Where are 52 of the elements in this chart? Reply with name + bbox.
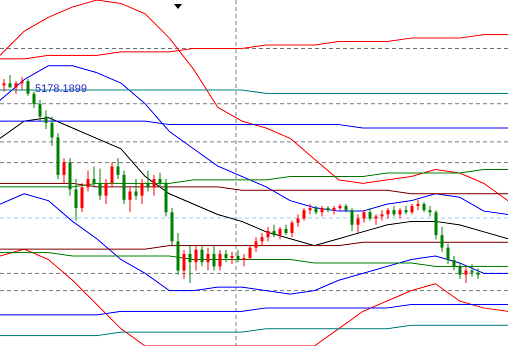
- candlestick: [32, 91, 36, 109]
- candlestick: [182, 249, 186, 280]
- candlestick: [398, 208, 402, 220]
- candlestick: [248, 245, 252, 261]
- candlestick: [62, 158, 66, 184]
- candlestick: [362, 210, 366, 224]
- candlestick: [368, 208, 372, 222]
- candlestick: [230, 251, 234, 265]
- candlestick: [440, 226, 444, 252]
- candlestick: [152, 174, 156, 196]
- candlestick: [26, 78, 30, 96]
- candlestick: [272, 224, 276, 238]
- candlestick: [2, 78, 6, 92]
- candlestick: [434, 210, 438, 240]
- candlestick: [254, 236, 258, 252]
- candlestick: [218, 249, 222, 272]
- candlestick: [128, 186, 132, 213]
- candlestick: [20, 76, 24, 90]
- candlestick: [302, 208, 306, 222]
- candlestick: [296, 214, 300, 228]
- candlestick: [392, 206, 396, 217]
- candlestick: [284, 224, 288, 236]
- candlestick: [266, 226, 270, 242]
- candlestick: [8, 74, 12, 88]
- candlestick: [140, 178, 144, 204]
- candlestick: [206, 247, 210, 272]
- candlestick: [38, 99, 42, 122]
- candlestick: [350, 208, 354, 232]
- candlestick: [290, 220, 294, 238]
- candlestick: [44, 110, 48, 130]
- candlestick: [104, 178, 108, 204]
- candlestick: [320, 206, 324, 217]
- candlestick: [14, 80, 18, 94]
- candlestick: [308, 203, 312, 215]
- candlestick: [356, 214, 360, 234]
- candlestick: [374, 214, 378, 226]
- candlestick: [422, 201, 426, 213]
- candlestick: [86, 170, 90, 192]
- candlestick: [428, 206, 432, 217]
- candlestick: [416, 199, 420, 211]
- candlestick: [386, 208, 390, 220]
- candlestick: [116, 158, 120, 180]
- candlestick: [110, 162, 114, 188]
- candlestick: [464, 266, 468, 284]
- candlestick: [50, 116, 54, 146]
- candlestick: [410, 203, 414, 215]
- candlestick: [242, 253, 246, 267]
- candlestick: [278, 226, 282, 240]
- candlestick: [380, 210, 384, 222]
- candlestick: [260, 232, 264, 246]
- candlestick: [80, 182, 84, 213]
- candlestick: [194, 245, 198, 272]
